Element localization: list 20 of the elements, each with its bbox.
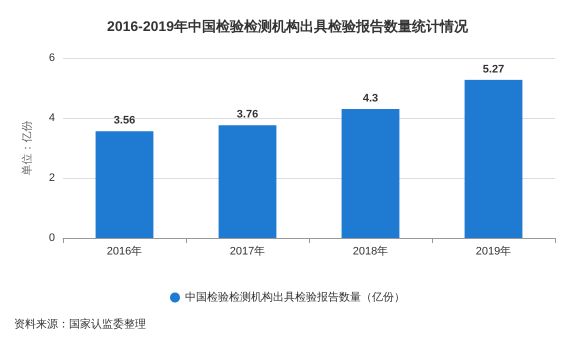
bar (218, 125, 276, 238)
x-tick-label: 2017年 (230, 246, 266, 258)
x-tick-label: 2019年 (476, 246, 512, 258)
bar (96, 131, 154, 238)
data-label: 3.76 (236, 108, 258, 121)
y-tick-label: 0 (48, 232, 55, 244)
y-tick-label: 2 (48, 172, 55, 184)
y-tick-label: 6 (48, 52, 55, 64)
chart-title: 2016-2019年中国检验检测机构出具检验报告数量统计情况 (107, 18, 469, 34)
y-tick-label: 4 (48, 112, 55, 124)
x-tick-label: 2018年 (352, 246, 388, 258)
text: 资料来源：国家认监委整理 (14, 318, 146, 330)
data-label: 4.3 (362, 92, 378, 104)
data-label: 3.56 (114, 114, 136, 127)
bar (464, 80, 522, 238)
y-axis-title: 单位：亿份 (20, 120, 34, 176)
data-label: 5.27 (482, 63, 504, 76)
bar (342, 109, 400, 238)
legend-label: 中国检验检测机构出具检验报告数量（亿份） (185, 290, 405, 304)
x-tick-label: 2016年 (106, 246, 142, 258)
